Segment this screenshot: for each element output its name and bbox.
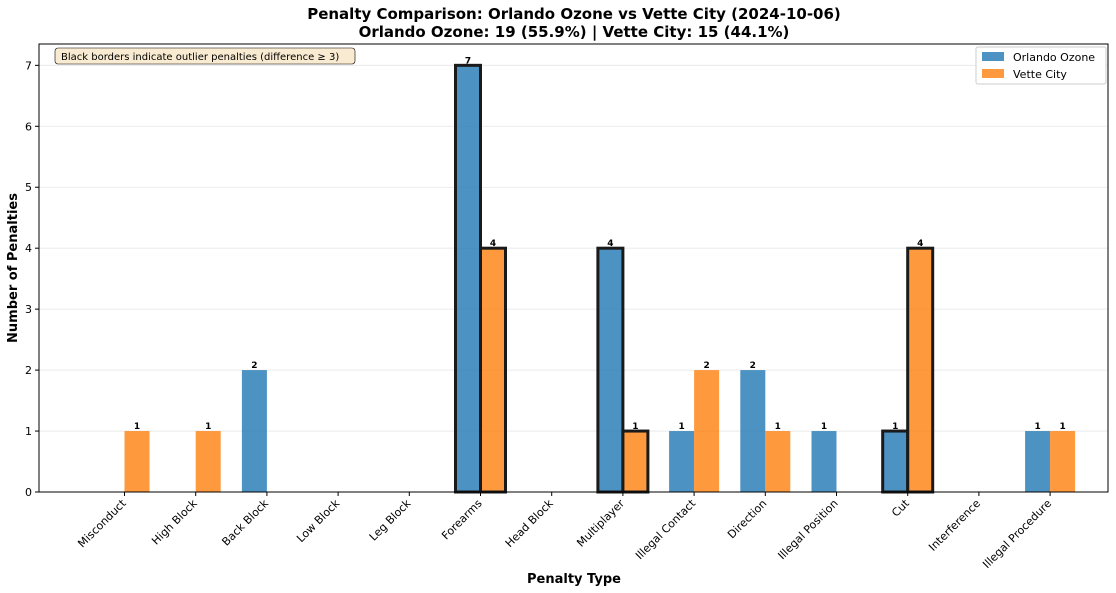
x-tick-label: Interference (926, 497, 983, 554)
y-tick-label: 4 (25, 242, 32, 255)
bar-value-label: 1 (775, 422, 781, 432)
bar-orlando-illegal-contact (669, 431, 695, 492)
y-axis-label: Number of Penalties (6, 193, 21, 343)
bar-value-label: 1 (1059, 422, 1065, 432)
bar-value-label: 7 (465, 56, 471, 66)
x-tick-label: Direction (725, 497, 769, 541)
bar-value-label: 1 (134, 422, 140, 432)
y-tick-label: 1 (25, 425, 32, 438)
bar-value-label: 1 (678, 422, 684, 432)
legend: Orlando Ozone Vette City (975, 46, 1107, 85)
legend-swatch-vette (982, 69, 1004, 78)
bar-value-label: 1 (892, 422, 898, 432)
bar-orlando-multiplayer (596, 246, 625, 494)
bar-vette-misconduct (124, 431, 150, 492)
y-axis-ticks: 0 1 2 3 4 5 6 7 (25, 59, 39, 499)
bar-vette-illegal-procedure (1050, 431, 1076, 492)
y-tick-label: 5 (25, 181, 32, 194)
x-tick-label: Back Block (219, 496, 271, 548)
y-tick-label: 7 (25, 59, 32, 72)
bar-vette-multiplayer (621, 429, 650, 494)
plot-frame (38, 43, 1109, 493)
x-tick-label: Low Block (294, 496, 342, 544)
y-tick-label: 6 (25, 120, 32, 133)
bar-value-label: 1 (1034, 422, 1040, 432)
annotation-box: Black borders indicate outlier penalties… (54, 47, 356, 65)
chart-title: Penalty Comparison: Orlando Ozone vs Vet… (307, 5, 841, 23)
x-tick-label: Multiplayer (574, 497, 627, 550)
x-tick-label: Misconduct (75, 496, 129, 550)
data-labels: 1 1 2 7 4 4 1 1 2 2 1 1 1 4 1 1 (134, 56, 1066, 432)
x-axis-label: Penalty Type (527, 572, 621, 587)
bar-value-label: 4 (490, 239, 496, 249)
bar-orlando-illegal-procedure (1025, 431, 1051, 492)
x-tick-label: Illegal Contact (633, 496, 699, 562)
y-tick-label: 3 (25, 303, 32, 316)
y-tick-label: 0 (25, 486, 32, 499)
annotation-background (54, 47, 356, 65)
x-tick-label: High Block (149, 496, 200, 547)
grid-lines (39, 64, 1108, 432)
bar-vette-direction (765, 431, 791, 492)
x-axis-ticks: Misconduct High Block Back Block Low Block L… (75, 492, 1054, 571)
bar-value-label: 2 (251, 361, 257, 371)
legend-swatch-orlando (982, 52, 1004, 61)
bar-value-label: 4 (917, 239, 923, 249)
legend-label-vette: Vette City (1013, 68, 1067, 81)
bar-orlando-forearms (454, 63, 482, 494)
bar-orlando-cut (881, 429, 910, 494)
annotation-text: Black borders indicate outlier penalties… (61, 52, 339, 63)
legend-label-orlando: Orlando Ozone (1013, 51, 1095, 64)
bar-value-label: 2 (703, 361, 709, 371)
y-tick-label: 2 (25, 364, 32, 377)
chart-subtitle: Orlando Ozone: 19 (55.9%) | Vette City: … (359, 23, 790, 42)
bar-value-label: 1 (821, 422, 827, 432)
bar-orlando-direction (740, 370, 766, 492)
x-tick-label: Forearms (439, 497, 485, 543)
x-tick-label: Illegal Procedure (980, 497, 1054, 571)
bar-vette-high-block (195, 431, 221, 492)
bar-orlando-illegal-position (811, 431, 837, 492)
bars (124, 63, 1076, 494)
bar-value-label: 4 (607, 239, 613, 249)
bar-vette-forearms (479, 246, 507, 494)
x-tick-label: Head Block (503, 496, 556, 549)
bar-value-label: 2 (750, 361, 756, 371)
bar-value-label: 1 (632, 422, 638, 432)
bar-vette-illegal-contact (694, 370, 720, 492)
bar-vette-cut (906, 246, 935, 494)
bar-orlando-back-block (241, 370, 267, 492)
x-tick-label: Illegal Position (775, 497, 840, 562)
bar-value-label: 1 (205, 422, 211, 432)
x-tick-label: Cut (889, 496, 912, 519)
x-tick-label: Leg Block (367, 496, 414, 543)
legend-frame (975, 46, 1107, 85)
